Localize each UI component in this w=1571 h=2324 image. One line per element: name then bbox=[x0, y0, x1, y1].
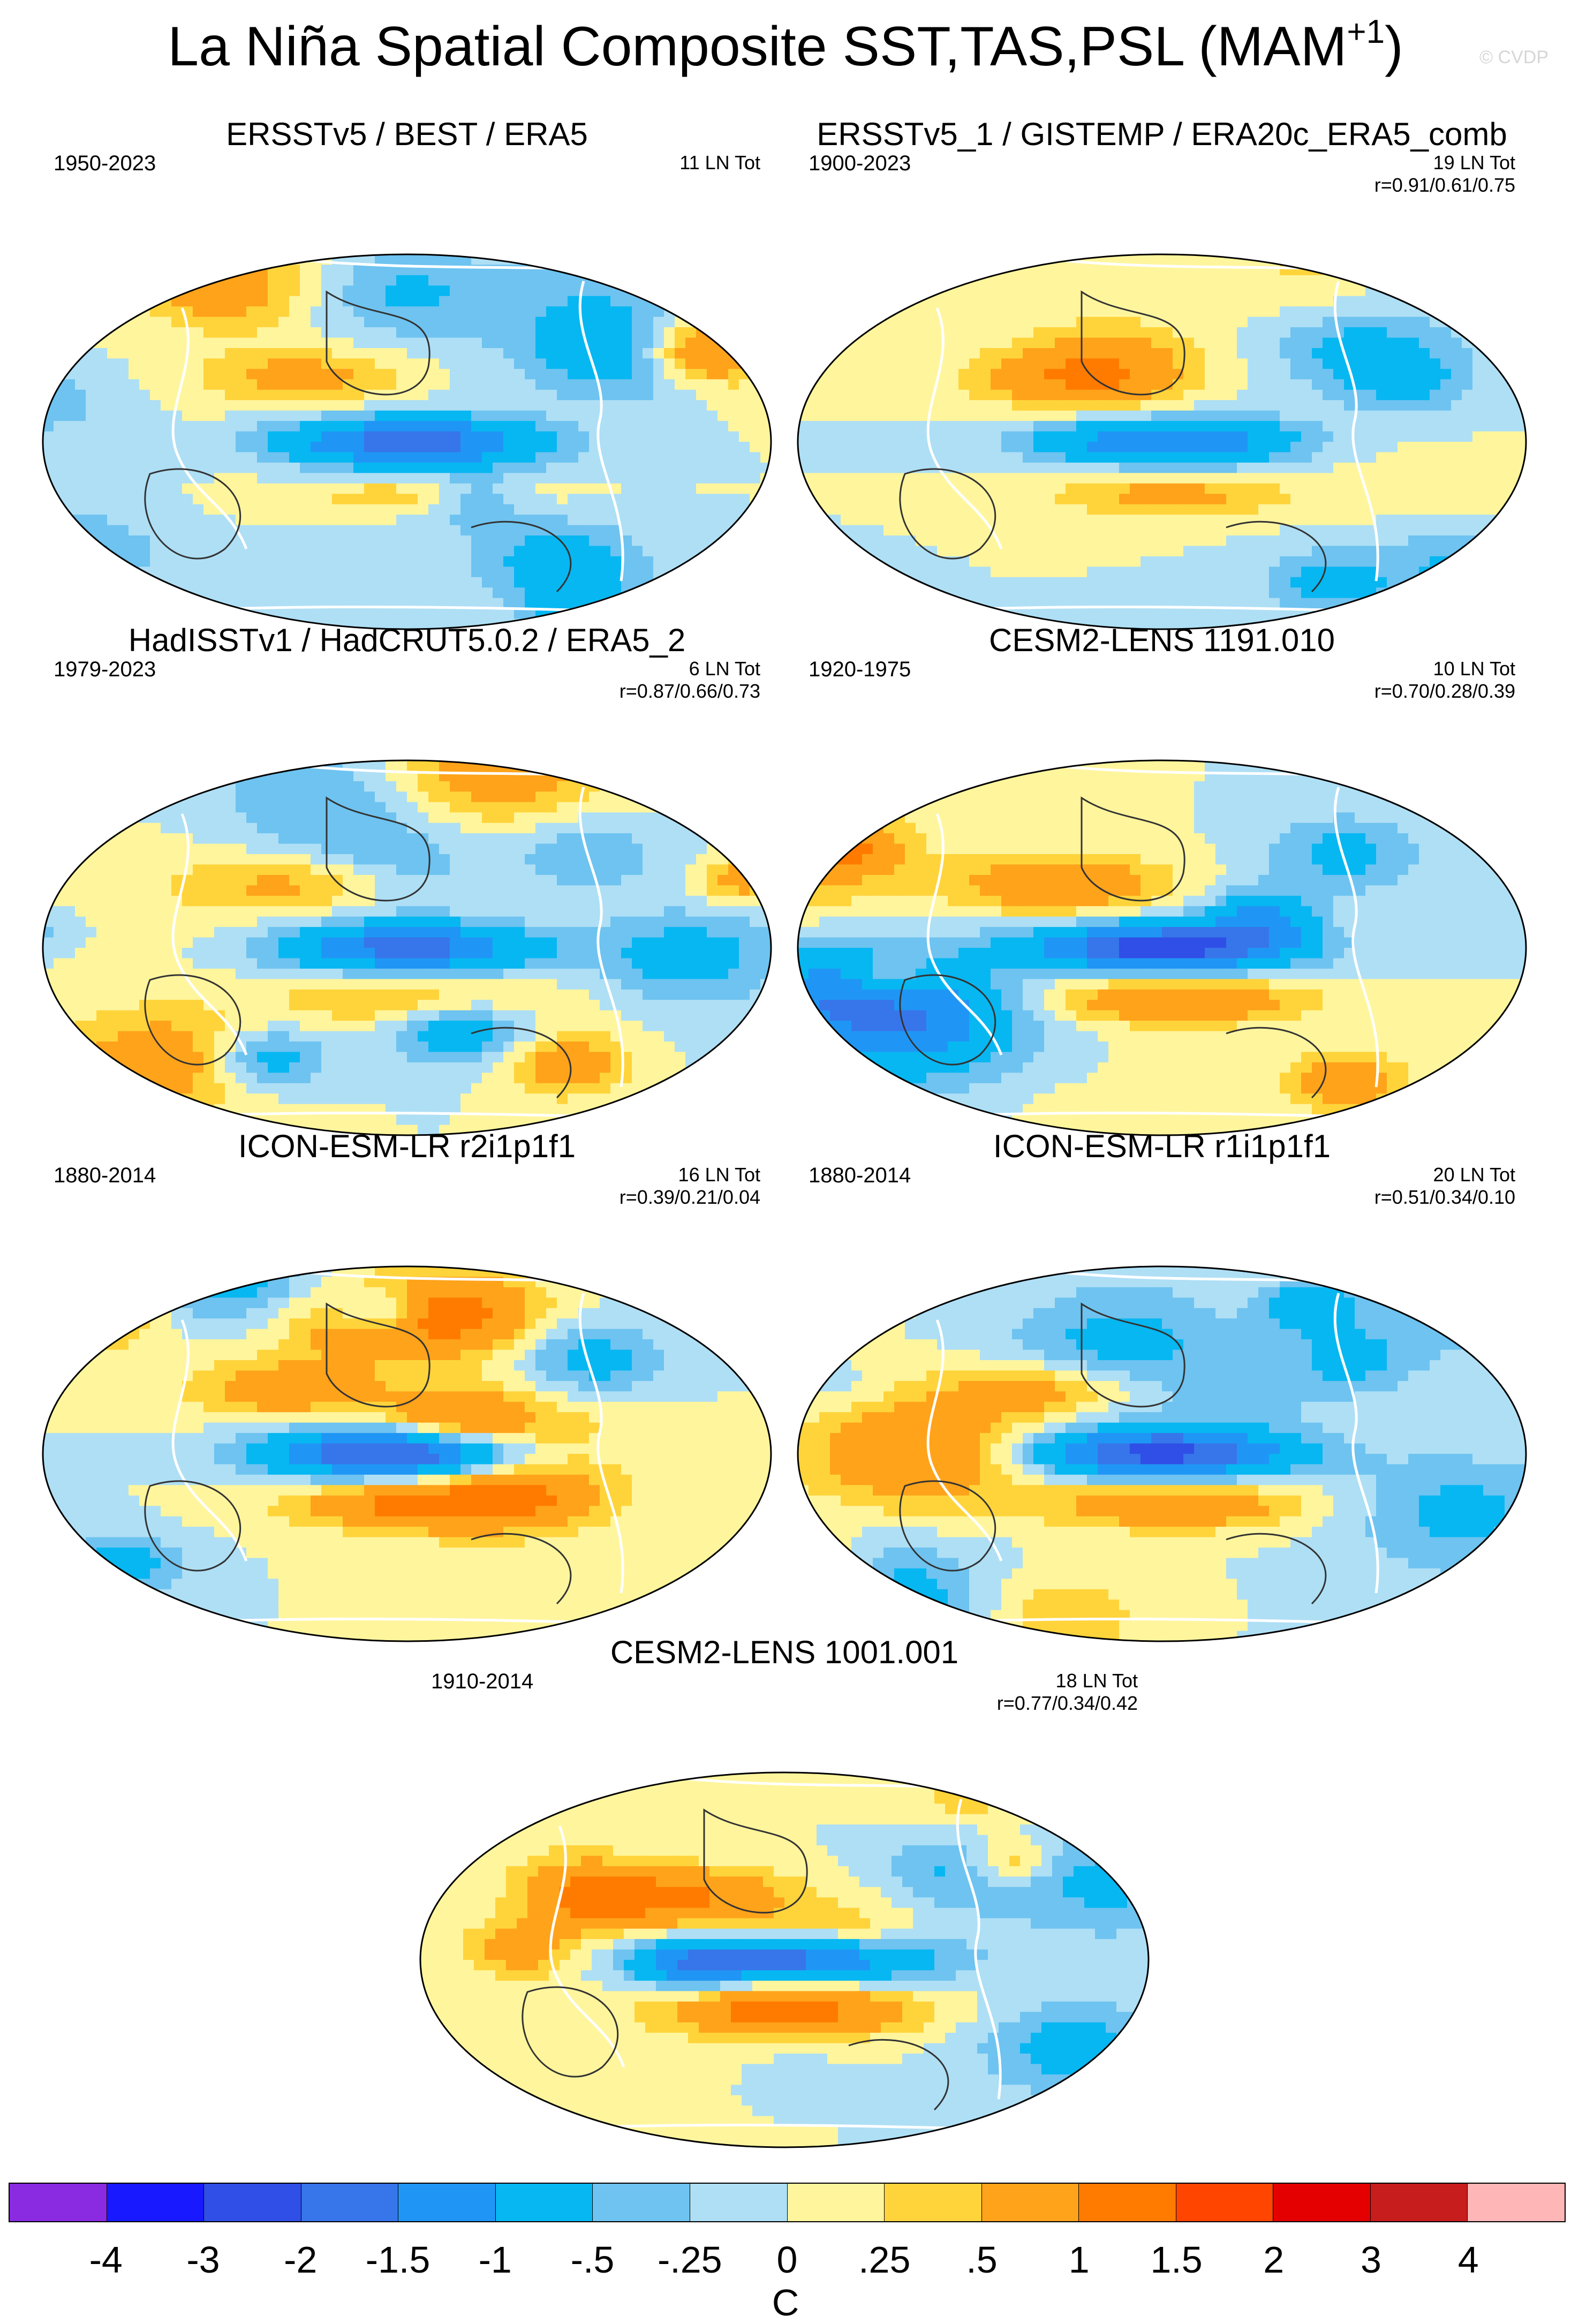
panel-title: ICON-ESM-LR r2i1p1f1 bbox=[32, 1127, 782, 1166]
colorbar-tick-label: 1 bbox=[1069, 2238, 1090, 2281]
colorbar-tick-label: 0 bbox=[777, 2238, 798, 2281]
colorbar-tick-label: -2 bbox=[284, 2238, 317, 2281]
panel-period: 1880-2014 bbox=[54, 1164, 156, 1188]
panel-stats: 11 LN Tot bbox=[679, 152, 760, 174]
colorbar-box bbox=[1273, 2184, 1371, 2221]
pattern-correlation: r=0.51/0.34/0.10 bbox=[1374, 1186, 1515, 1209]
anomaly-field bbox=[43, 760, 772, 1136]
event-count: 19 LN Tot bbox=[1374, 152, 1515, 174]
colorbar-box bbox=[885, 2184, 982, 2221]
anomaly-field bbox=[43, 254, 772, 630]
colorbar-tick-label: .5 bbox=[966, 2238, 997, 2281]
event-count: 6 LN Tot bbox=[620, 658, 760, 680]
colorbar-box bbox=[1468, 2184, 1565, 2221]
colorbar-tick-label: .25 bbox=[858, 2238, 910, 2281]
colorbar-tick-label: 2 bbox=[1263, 2238, 1284, 2281]
pattern-correlation: r=0.91/0.61/0.75 bbox=[1374, 174, 1515, 197]
anomaly-field bbox=[798, 254, 1527, 630]
panel-period: 1900-2023 bbox=[809, 152, 911, 176]
colorbar-tick-label: 1.5 bbox=[1150, 2238, 1202, 2281]
colorbar-box bbox=[593, 2184, 690, 2221]
colorbar-tick-label: -1 bbox=[479, 2238, 512, 2281]
pattern-correlation: r=0.87/0.66/0.73 bbox=[620, 680, 760, 703]
event-count: 20 LN Tot bbox=[1374, 1164, 1515, 1186]
colorbar-box bbox=[204, 2184, 301, 2221]
panel-title: HadISSTv1 / HadCRUT5.0.2 / ERA5_2 bbox=[32, 621, 782, 660]
figure-title: La Niña Spatial Composite SST,TAS,PSL (M… bbox=[0, 12, 1571, 81]
colorbar-box bbox=[301, 2184, 399, 2221]
event-count: 10 LN Tot bbox=[1374, 658, 1515, 680]
colorbar-unit: C bbox=[772, 2281, 799, 2324]
panel-period: 1920-1975 bbox=[809, 658, 911, 682]
panel-title: CESM2-LENS 1001.001 bbox=[410, 1633, 1159, 1672]
panel-period: 1950-2023 bbox=[54, 152, 156, 176]
colorbar-box bbox=[982, 2184, 1079, 2221]
event-count: 16 LN Tot bbox=[620, 1164, 760, 1186]
colorbar-box bbox=[496, 2184, 593, 2221]
panel-period: 1880-2014 bbox=[809, 1164, 911, 1188]
watermark: © CVDP bbox=[1479, 47, 1549, 68]
panel-period: 1910-2014 bbox=[431, 1670, 533, 1694]
pattern-correlation: r=0.77/0.34/0.42 bbox=[997, 1692, 1138, 1715]
anomaly-field bbox=[798, 1266, 1527, 1642]
colorbar-tick-label: -3 bbox=[186, 2238, 220, 2281]
colorbar-tick-label: -4 bbox=[89, 2238, 123, 2281]
colorbar-tick-label: -1.5 bbox=[366, 2238, 430, 2281]
world-map bbox=[32, 115, 782, 651]
panel-title: ERSSTv5_1 / GISTEMP / ERA20c_ERA5_comb bbox=[787, 115, 1537, 154]
anomaly-field bbox=[420, 1772, 1149, 2148]
colorbar-box bbox=[1176, 2184, 1274, 2221]
colorbar-tick-label: 4 bbox=[1458, 2238, 1479, 2281]
panel-period: 1979-2023 bbox=[54, 658, 156, 682]
colorbar-box bbox=[1079, 2184, 1176, 2221]
anomaly-field bbox=[798, 760, 1527, 1136]
colorbar-tick-label: 3 bbox=[1361, 2238, 1381, 2281]
colorbar-box bbox=[690, 2184, 788, 2221]
colorbar-box bbox=[107, 2184, 205, 2221]
colorbar-box bbox=[1371, 2184, 1468, 2221]
event-count: 11 LN Tot bbox=[679, 152, 760, 174]
colorbar-tick-label: -.25 bbox=[658, 2238, 722, 2281]
colorbar-box bbox=[10, 2184, 107, 2221]
anomaly-field bbox=[43, 1266, 772, 1642]
colorbar bbox=[9, 2183, 1566, 2222]
colorbar-tick-label: -.5 bbox=[571, 2238, 615, 2281]
event-count: 18 LN Tot bbox=[997, 1670, 1138, 1692]
pattern-correlation: r=0.39/0.21/0.04 bbox=[620, 1186, 760, 1209]
panel-title: ERSSTv5 / BEST / ERA5 bbox=[32, 115, 782, 154]
pattern-correlation: r=0.70/0.28/0.39 bbox=[1374, 680, 1515, 703]
colorbar-box bbox=[398, 2184, 496, 2221]
panel-title: CESM2-LENS 1191.010 bbox=[787, 621, 1537, 660]
panel-title: ICON-ESM-LR r1i1p1f1 bbox=[787, 1127, 1537, 1166]
colorbar-box bbox=[788, 2184, 885, 2221]
